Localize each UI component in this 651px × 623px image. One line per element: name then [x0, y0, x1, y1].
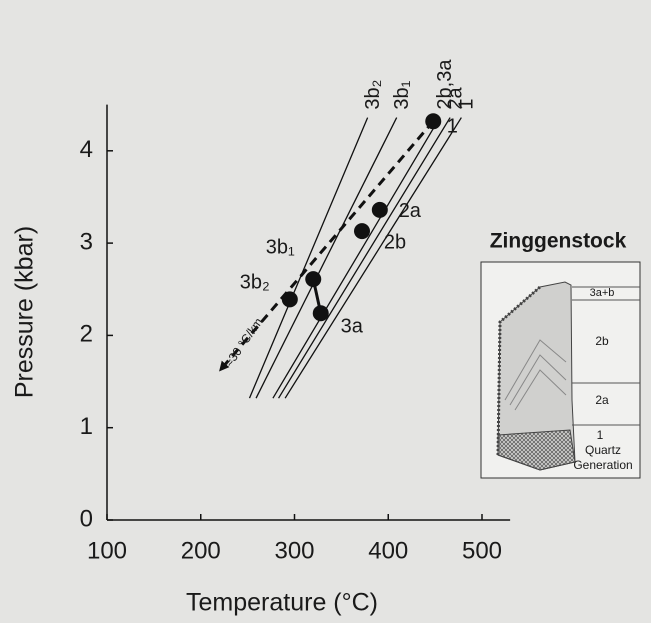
x-tick-label: 300 — [274, 537, 314, 564]
x-tick-label: 500 — [462, 537, 502, 564]
data-point — [305, 271, 322, 288]
isochore — [255, 117, 398, 399]
isochore — [272, 117, 441, 399]
data-point — [371, 201, 388, 218]
y-tick-label: 2 — [80, 321, 93, 348]
inset-caption: Generation — [573, 458, 632, 472]
crystal-base — [497, 429, 576, 471]
isochore-label: 2a — [444, 86, 466, 109]
y-tick-label: 1 — [80, 413, 93, 440]
isochore-label: 1 — [456, 98, 478, 109]
y-tick-label: 3 — [80, 228, 93, 255]
isochore — [278, 117, 451, 399]
x-tick-label: 100 — [87, 537, 127, 564]
inset-label: 3a+b — [590, 287, 615, 299]
y-tick-label: 0 — [80, 505, 93, 532]
data-point — [425, 113, 442, 130]
data-point — [281, 291, 298, 308]
inset-title: Zinggenstock — [490, 230, 627, 253]
point-label: 2a — [399, 200, 422, 222]
point-label: 3b₁ — [266, 236, 295, 258]
trend-arrow — [219, 120, 435, 372]
isochore — [248, 117, 369, 399]
x-tick-label: 200 — [181, 537, 221, 564]
inset: Zinggenstock 3a+b 2b 2a 1 Quartz Generat… — [480, 230, 641, 479]
x-tick-label: 400 — [368, 537, 408, 564]
y-axis-label: Pressure (kbar) — [11, 226, 39, 398]
inset-label: 2b — [595, 334, 609, 348]
point-label: 3a — [341, 316, 364, 338]
growth-zones — [504, 339, 567, 411]
inset-label: 2a — [595, 393, 609, 407]
point-label: 2b — [384, 231, 406, 253]
crystal-edge — [496, 285, 541, 456]
inset-caption: Quartz — [585, 443, 621, 457]
y-tick-label: 4 — [80, 136, 93, 163]
isochore — [284, 117, 462, 399]
isochore-label: 2b,3a — [434, 59, 456, 110]
data-point — [354, 223, 370, 240]
x-axis-label: Temperature (°C) — [186, 589, 378, 617]
point-label: 3b₂ — [240, 272, 270, 294]
isochore-label: 3b₂ — [362, 80, 384, 110]
data-point — [312, 305, 329, 322]
inset-label: 1 — [597, 428, 604, 442]
isochore-label: 3b₁ — [391, 80, 413, 109]
point-label: 1 — [447, 116, 458, 138]
